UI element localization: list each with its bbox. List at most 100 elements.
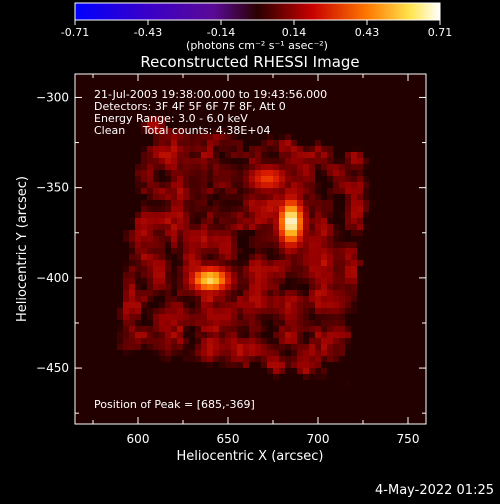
heatmap-cell [327, 332, 334, 339]
heatmap-cell [183, 224, 190, 231]
heatmap-cell [351, 422, 358, 424]
heatmap-cell [285, 332, 292, 339]
heatmap-cell [141, 182, 148, 189]
heatmap-cell [231, 314, 238, 321]
heatmap-cell [201, 80, 208, 87]
heatmap-cell [363, 182, 370, 189]
heatmap-cell [345, 380, 352, 387]
heatmap-cell [189, 242, 196, 249]
heatmap-cell [207, 152, 214, 159]
heatmap-cell [189, 350, 196, 357]
heatmap-cell [339, 338, 346, 345]
heatmap-cell [75, 368, 82, 375]
heatmap-cell [111, 332, 118, 339]
heatmap-cell [165, 302, 172, 309]
heatmap-cell [381, 416, 388, 423]
heatmap-cell [189, 218, 196, 225]
heatmap-cell [321, 92, 328, 99]
heatmap-cell [117, 218, 124, 225]
heatmap-cell [369, 230, 376, 237]
heatmap-cell [411, 350, 418, 357]
heatmap-cell [171, 158, 178, 165]
heatmap-cell [195, 386, 202, 393]
heatmap-cell [351, 392, 358, 399]
heatmap-cell [393, 176, 400, 183]
heatmap-cell [201, 110, 208, 117]
heatmap-cell [333, 98, 340, 105]
heatmap-cell [345, 266, 352, 273]
heatmap-cell [309, 254, 316, 261]
heatmap-cell [189, 392, 196, 399]
heatmap-cell [369, 200, 376, 207]
heatmap-cell [345, 74, 352, 81]
heatmap-cell [99, 134, 106, 141]
heatmap-cell [273, 98, 280, 105]
heatmap-cell [231, 386, 238, 393]
heatmap-cell [333, 224, 340, 231]
heatmap-cell [351, 296, 358, 303]
heatmap-cell [363, 380, 370, 387]
heatmap-cell [231, 362, 238, 369]
heatmap-cell [309, 314, 316, 321]
heatmap-cell [423, 314, 426, 321]
heatmap-cell [105, 260, 112, 267]
heatmap-cell [141, 398, 148, 405]
heatmap-cell [87, 86, 94, 93]
heatmap-cell [219, 164, 226, 171]
heatmap-cell [279, 422, 286, 424]
heatmap-cell [345, 80, 352, 87]
heatmap-cell [117, 92, 124, 99]
heatmap-cell [279, 194, 286, 201]
heatmap-cell [111, 122, 118, 129]
heatmap-cell [273, 92, 280, 99]
heatmap-cell [411, 176, 418, 183]
heatmap-cell [279, 206, 286, 213]
heatmap-cell [309, 218, 316, 225]
heatmap-cell [135, 380, 142, 387]
heatmap-cell [363, 218, 370, 225]
heatmap-cell [255, 98, 262, 105]
heatmap-cell [195, 260, 202, 267]
heatmap-cell [159, 380, 166, 387]
heatmap-cell [399, 236, 406, 243]
heatmap-cell [387, 398, 394, 405]
heatmap-cell [195, 320, 202, 327]
heatmap-cell [315, 392, 322, 399]
heatmap-cell [231, 74, 238, 81]
heatmap-cell [381, 284, 388, 291]
heatmap-cell [285, 416, 292, 423]
heatmap-cell [291, 410, 298, 417]
heatmap-cell [267, 398, 274, 405]
heatmap-cell [201, 218, 208, 225]
heatmap-cell [339, 158, 346, 165]
heatmap-cell [189, 368, 196, 375]
heatmap-cell [387, 98, 394, 105]
heatmap-cell [117, 296, 124, 303]
heatmap-cell [219, 368, 226, 375]
heatmap-cell [201, 368, 208, 375]
heatmap-cell [279, 158, 286, 165]
heatmap-cell [207, 260, 214, 267]
heatmap-cell [261, 422, 268, 424]
heatmap-cell [261, 254, 268, 261]
heatmap-cell [213, 260, 220, 267]
heatmap-cell [255, 236, 262, 243]
heatmap-cell [393, 206, 400, 213]
heatmap-cell [315, 254, 322, 261]
heatmap-cell [309, 260, 316, 267]
heatmap-cell [279, 404, 286, 411]
heatmap-cell [309, 386, 316, 393]
heatmap-cell [207, 398, 214, 405]
heatmap-cell [279, 176, 286, 183]
heatmap-cell [129, 308, 136, 315]
heatmap-cell [375, 344, 382, 351]
heatmap-cell [195, 242, 202, 249]
heatmap-cell [135, 86, 142, 93]
heatmap-cell [387, 404, 394, 411]
heatmap-cell [381, 410, 388, 417]
heatmap-cell [201, 164, 208, 171]
heatmap-cell [171, 200, 178, 207]
heatmap-cell [267, 392, 274, 399]
heatmap-cell [315, 206, 322, 213]
heatmap-cell [183, 134, 190, 141]
